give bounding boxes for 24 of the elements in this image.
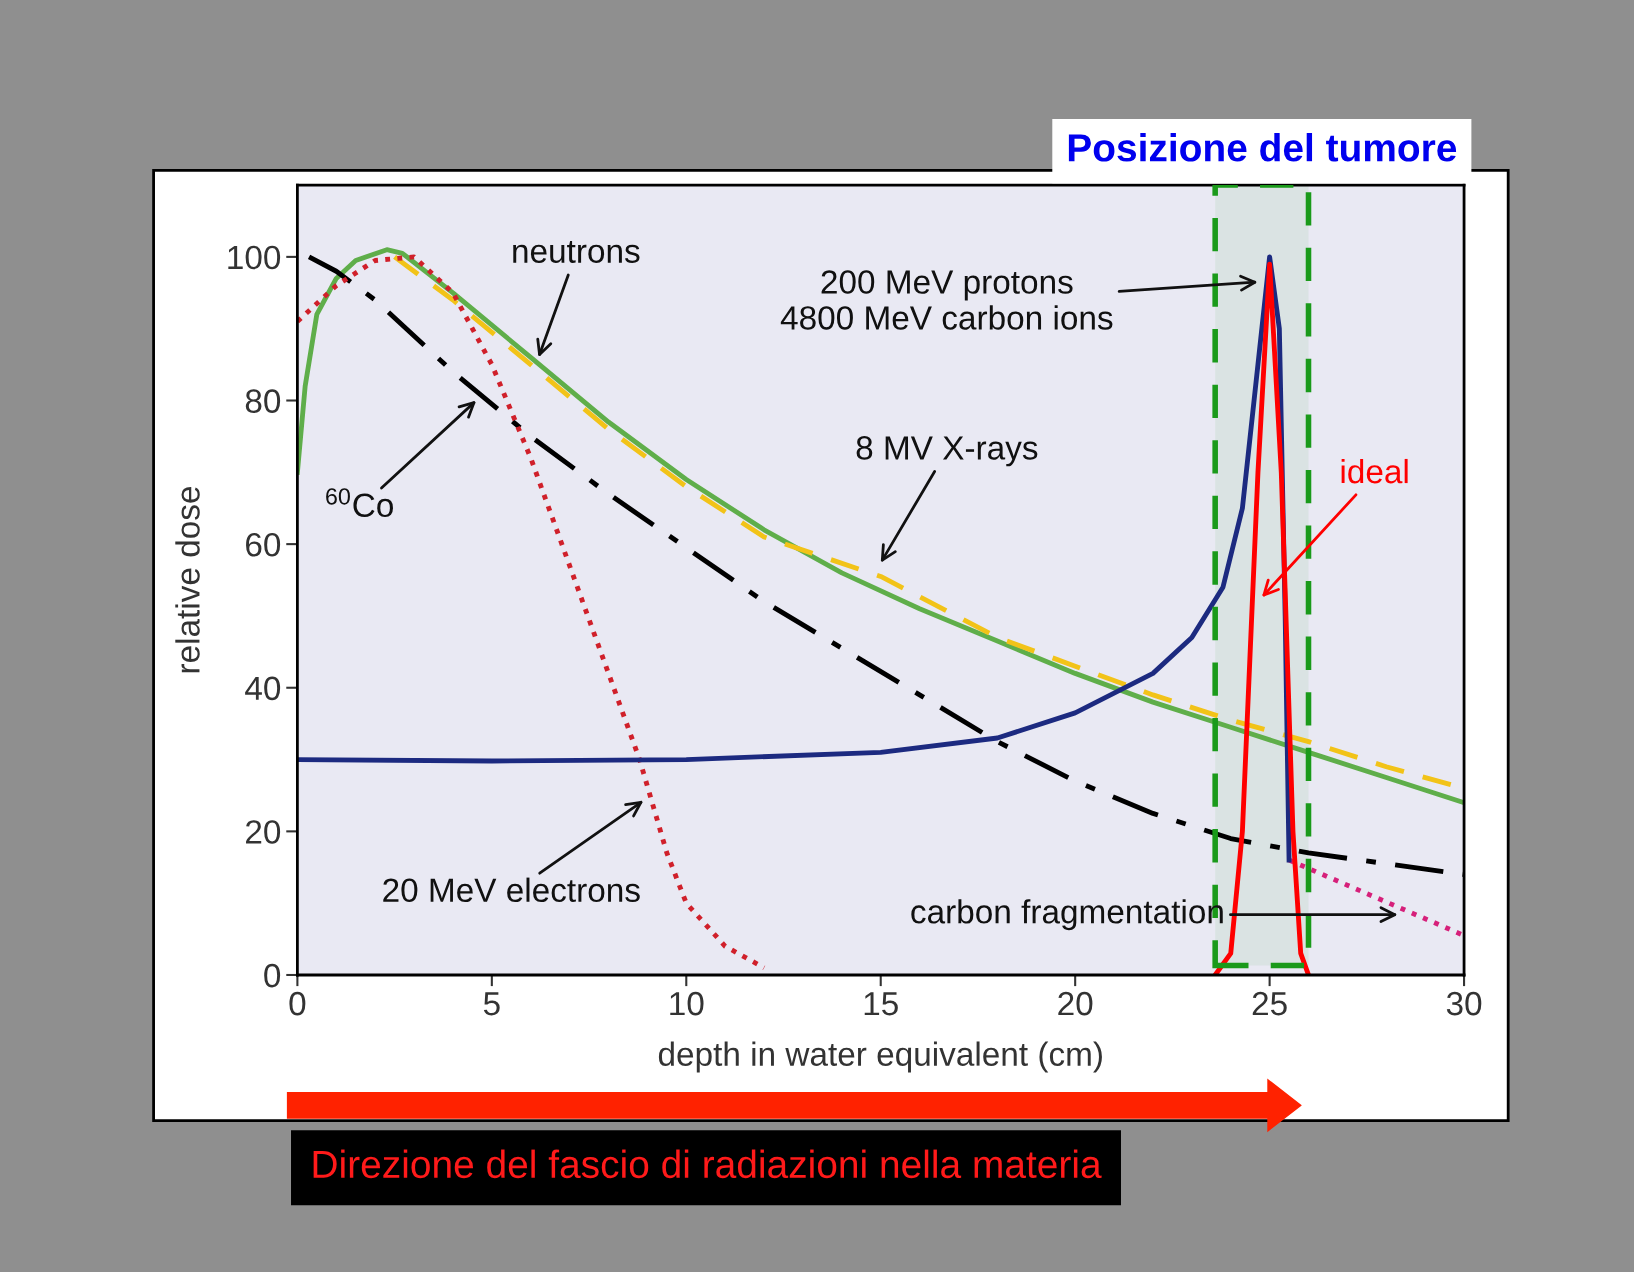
annotation: carbon fragmentation <box>911 899 1223 931</box>
annotation: $^{60}$Co <box>326 488 393 518</box>
annotation: neutrons <box>513 241 640 263</box>
annotation: 20 MeV electrons <box>383 877 640 903</box>
x-tick-label: 30 <box>1446 991 1482 1016</box>
x-tick-label: 10 <box>670 991 704 1016</box>
annotation: 200 MeV protons 4800 MeV carbon ions <box>780 270 1113 330</box>
text: Direzione del fascio di radiazioni nella materia <box>313 1149 1102 1179</box>
y-tick-label: 0 <box>264 963 281 988</box>
y-axis-title: relative dose <box>175 487 200 673</box>
x-axis-title: depth in water equivalent (cm) <box>658 1041 1102 1073</box>
y-tick-label: 40 <box>245 676 281 701</box>
x-tick-label: 0 <box>289 991 306 1016</box>
y-tick-label: 100 <box>228 245 281 270</box>
annotation: 8 MV X-rays <box>856 436 1038 467</box>
y-tick-label: 20 <box>246 820 281 844</box>
annotation: ideal <box>1341 458 1408 484</box>
x-tick-label: 5 <box>483 992 500 1016</box>
x-tick-label: 25 <box>1252 991 1287 1016</box>
x-tick-label: 15 <box>864 992 898 1016</box>
band-label: Posizione del tumore <box>1068 133 1457 162</box>
y-tick-label: 60 <box>246 532 281 557</box>
x-tick-label: 20 <box>1058 991 1093 1016</box>
y-tick-label: 80 <box>245 389 281 413</box>
